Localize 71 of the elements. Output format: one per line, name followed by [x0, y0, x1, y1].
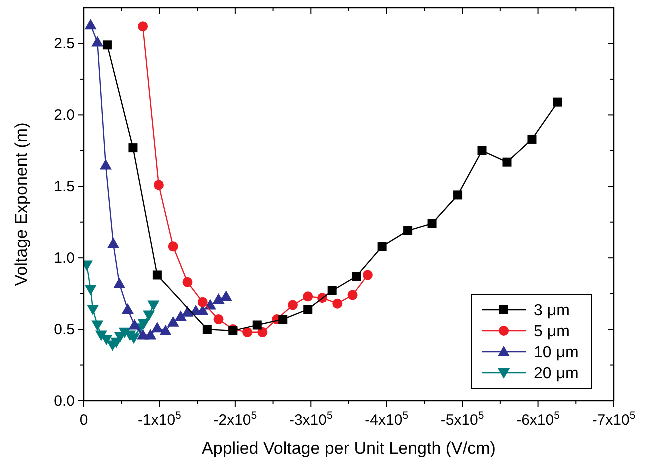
point — [148, 300, 160, 312]
point — [348, 290, 358, 300]
point — [143, 310, 156, 322]
point — [204, 299, 216, 310]
point — [258, 327, 268, 338]
legend-label: 10 μm — [534, 344, 579, 362]
y-axis-title: Voltage Exponent (m) — [12, 122, 31, 286]
point — [167, 316, 180, 327]
legend-label: 5 μm — [534, 324, 570, 340]
legend-label: 3 μm — [534, 302, 570, 320]
point — [288, 300, 298, 310]
point — [87, 305, 100, 316]
point — [502, 158, 512, 167]
y-tick-label: 0.5 — [54, 322, 75, 339]
point — [144, 329, 157, 340]
point — [303, 292, 314, 302]
point — [198, 297, 208, 308]
point — [378, 242, 387, 252]
x-tick-label: -3x10$^{5}$ — [289, 410, 333, 429]
point — [454, 190, 463, 200]
x-tick-label: -2x10$^{5}$ — [214, 410, 258, 429]
point — [160, 324, 172, 336]
point — [182, 277, 193, 288]
point — [114, 278, 126, 288]
point — [128, 319, 141, 330]
x-tick-label: -5x10$^{5}$ — [440, 410, 484, 429]
y-tick-label: 2.5 — [54, 36, 75, 53]
point — [154, 180, 164, 190]
point — [128, 144, 138, 153]
point — [151, 322, 164, 333]
point — [152, 270, 162, 280]
point — [242, 327, 253, 338]
point — [92, 36, 104, 47]
x-tick-label: -7x10$^{5}$ — [592, 410, 636, 429]
point — [108, 238, 120, 248]
point — [528, 134, 537, 144]
point — [332, 298, 343, 309]
x-tick-label: -1x10$^{5}$ — [138, 410, 182, 429]
point — [278, 315, 288, 324]
x-tick-label: -4x10$^{5}$ — [365, 410, 409, 429]
point — [102, 40, 112, 50]
legend-label: 20 μm — [534, 366, 579, 382]
point — [553, 98, 562, 107]
point — [122, 304, 134, 314]
x-tick-label: -6x10$^{5}$ — [516, 410, 560, 429]
y-tick-label: 1.5 — [54, 178, 75, 196]
point — [404, 226, 413, 236]
point — [220, 290, 232, 302]
x-tick-label: 0 — [80, 412, 88, 429]
point — [304, 305, 313, 314]
x-axis-title: Applied Voltage per Unit Length (V/cm) — [202, 439, 496, 458]
point — [352, 272, 362, 282]
point — [202, 325, 212, 334]
point — [100, 159, 112, 170]
point — [92, 320, 104, 332]
point — [174, 310, 187, 322]
point — [328, 286, 337, 296]
point — [212, 294, 225, 304]
point — [214, 314, 224, 325]
point — [478, 146, 487, 156]
point — [84, 19, 97, 30]
point — [252, 320, 262, 330]
point — [138, 319, 150, 330]
point — [138, 22, 148, 32]
point — [428, 219, 437, 228]
y-tick-label: 2.0 — [54, 107, 75, 124]
point — [168, 242, 178, 252]
y-tick-label: 0.0 — [54, 393, 75, 410]
point — [84, 285, 97, 296]
y-tick-label: 1.0 — [54, 250, 75, 268]
point — [362, 270, 373, 280]
